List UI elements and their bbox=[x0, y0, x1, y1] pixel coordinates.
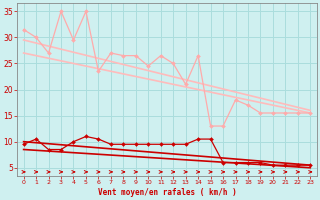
X-axis label: Vent moyen/en rafales ( km/h ): Vent moyen/en rafales ( km/h ) bbox=[98, 188, 236, 197]
